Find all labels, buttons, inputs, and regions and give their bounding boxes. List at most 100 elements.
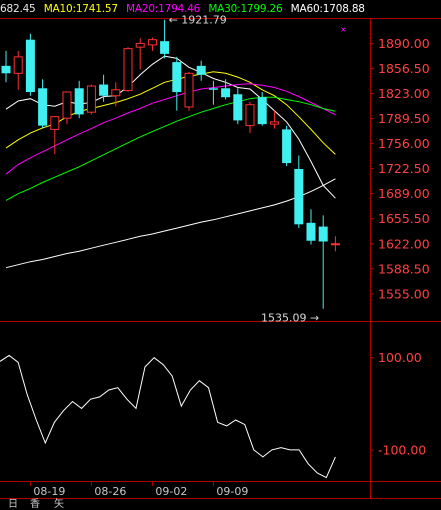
footer-tab-3[interactable]: 矢 (54, 499, 64, 510)
candle-body-down (306, 222, 316, 241)
candle-body-up (13, 56, 23, 74)
candle (50, 115, 60, 155)
footer-tab-2[interactable]: 香 (30, 499, 40, 510)
candle (233, 88, 243, 125)
candle (62, 91, 72, 125)
candle (38, 79, 48, 128)
price-tick-label: 1756.00 (378, 136, 430, 151)
footer-tab-day[interactable]: 日 (8, 499, 18, 510)
price-tick-label: 1588.50 (378, 261, 430, 276)
candle-body-up (86, 85, 96, 113)
candle (123, 47, 133, 93)
candle-body-down (294, 169, 304, 225)
candle (330, 236, 340, 252)
candle-body-down (38, 88, 48, 126)
candle (147, 37, 157, 51)
price-tick-label: 1722.50 (378, 161, 430, 176)
candlestick-series (1, 19, 340, 309)
candle (160, 19, 170, 59)
candle-body-up (135, 42, 145, 48)
ma-line-ma60 (5, 178, 336, 269)
ma-line-ma5 (5, 55, 336, 199)
marker-icon: × (340, 25, 347, 34)
price-tick-label: 1789.50 (378, 111, 430, 126)
legend-prev-value: 682.45 (0, 3, 36, 15)
candle-body-down (172, 62, 182, 93)
candle (74, 80, 84, 119)
price-tick-label: 1823.00 (378, 86, 430, 101)
indicator-tick-label: 100.00 (378, 350, 422, 365)
price-annotations: ← 1921.79 1535.09 → × (169, 14, 347, 325)
candle-body-up (330, 243, 340, 246)
legend-ma10: MA10:1741.57 (43, 3, 118, 15)
candle (318, 215, 328, 309)
candle (172, 56, 182, 111)
candle (282, 125, 292, 167)
price-tick-label: 1856.50 (378, 61, 430, 76)
candle-body-up (147, 39, 157, 46)
candle (13, 50, 23, 90)
candle (111, 82, 121, 107)
candle-body-down (282, 129, 292, 164)
date-tick-label: 08-26 (94, 485, 126, 498)
candle-body-down (99, 84, 109, 96)
candle (294, 155, 304, 229)
legend-ma30: MA30:1799.26 (208, 3, 283, 15)
price-tick-label: 1689.00 (378, 186, 430, 201)
candle-body-down (257, 97, 267, 125)
candle (184, 71, 194, 111)
candle (306, 209, 316, 245)
candle (269, 110, 279, 129)
indicator-panel: 100.00 -100.00 (0, 350, 426, 479)
date-axis: 08-19 08-26 09-02 09-09 (29, 481, 248, 498)
candle (1, 50, 11, 83)
date-tick-label: 08-19 (33, 485, 65, 498)
candle (135, 38, 145, 70)
candle-body-down (318, 226, 328, 242)
candle (99, 74, 109, 102)
indicator-line (0, 354, 336, 479)
candle (86, 84, 96, 115)
candle-body-up (50, 116, 60, 130)
ma-line-ma20 (5, 83, 336, 175)
candle-body-up (123, 48, 133, 92)
candle (245, 101, 255, 134)
price-tick-label: 1890.00 (378, 36, 430, 51)
date-tick-label: 09-02 (155, 485, 187, 498)
candle (25, 33, 35, 96)
legend-ma60: MA60:1708.88 (290, 3, 365, 15)
moving-average-lines (5, 55, 336, 269)
candle-body-down (1, 65, 11, 74)
candle-body-up (111, 89, 121, 97)
candle-body-up (245, 104, 255, 127)
candle-body-down (233, 94, 243, 121)
candle-body-down (160, 41, 170, 54)
candle (208, 80, 218, 105)
candle-body-up (184, 72, 194, 108)
candle-body-up (62, 91, 72, 119)
candle-body-down (208, 88, 218, 90)
candle-body-up (269, 121, 279, 125)
price-tick-label: 1655.50 (378, 211, 430, 226)
candle (221, 79, 231, 100)
candle-body-down (25, 39, 35, 93)
candle (196, 60, 206, 81)
high-price-annotation: ← 1921.79 (169, 14, 227, 27)
candle-body-down (221, 88, 231, 98)
ma-line-ma10 (5, 71, 336, 155)
ma-legend: 682.45 MA10:1741.57 MA20:1794.46 MA30:17… (0, 2, 370, 16)
candle (257, 92, 267, 126)
price-tick-label: 1622.00 (378, 236, 430, 251)
price-axis: 1890.00 1856.50 1823.00 1789.50 1756.00 1722.… (370, 36, 430, 301)
chart-frame (0, 18, 441, 499)
candle-body-down (196, 65, 206, 75)
indicator-tick-label: -100.00 (378, 442, 426, 457)
candle-body-down (74, 88, 84, 115)
date-tick-label: 09-09 (216, 485, 248, 498)
price-tick-label: 1555.00 (378, 286, 430, 301)
legend-ma20: MA20:1794.46 (126, 3, 201, 15)
low-price-annotation: 1535.09 → (261, 312, 319, 325)
ma-line-ma30 (5, 96, 336, 201)
